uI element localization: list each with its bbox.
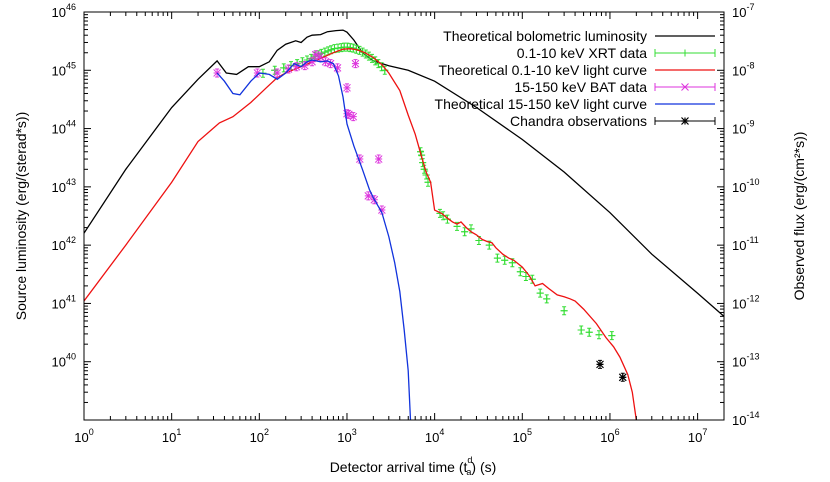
y2-tick-label: 10-7 [732, 2, 754, 20]
x-tick-label: 101 [162, 427, 181, 445]
series-5 [596, 359, 627, 382]
data-marker [364, 192, 373, 200]
data-marker [374, 155, 383, 163]
data-marker [327, 46, 335, 54]
data-marker [560, 307, 568, 315]
x-axis-title: Detector arrival time (td a) (s) [330, 455, 497, 477]
x-tick-label: 103 [337, 427, 356, 445]
data-marker [308, 57, 316, 66]
data-marker [346, 44, 354, 52]
y-tick-label: 1044 [52, 119, 76, 137]
legend-label: Theoretical bolometric luminosity [443, 28, 647, 44]
data-marker [439, 212, 447, 220]
y-axis-title: Source luminosity (erg/(sterad*s)) [13, 112, 29, 321]
y2-tick-label: 10-11 [732, 235, 759, 253]
plot-frame [83, 11, 725, 421]
series-line [84, 29, 724, 317]
legend-label: Chandra observations [510, 113, 647, 129]
legend-label: 0.1-10 keV XRT data [517, 45, 647, 61]
data-marker [536, 289, 544, 297]
data-marker [333, 64, 342, 72]
x-tick-label: 106 [600, 427, 619, 445]
x-tick-label: 105 [513, 427, 532, 445]
data-marker [321, 48, 329, 56]
data-marker [324, 47, 332, 55]
legend-label: Theoretical 15-150 keV light curve [435, 96, 648, 112]
data-marker [485, 241, 493, 249]
legend-label: Theoretical 0.1-10 keV light curve [438, 62, 647, 78]
y2-tick-label: 10-8 [732, 60, 754, 78]
series-0 [84, 29, 724, 317]
data-marker [577, 326, 585, 334]
data-marker [351, 59, 360, 68]
y2-tick-label: 10-12 [732, 293, 759, 311]
data-marker [516, 268, 524, 276]
y-tick-label: 1042 [52, 235, 76, 253]
data-marker [300, 61, 309, 70]
y-tick-label: 1045 [52, 60, 76, 78]
data-marker [585, 328, 593, 336]
legend: Theoretical bolometric luminosity0.1-10 … [435, 28, 716, 129]
data-marker [475, 237, 483, 245]
data-marker [618, 373, 627, 382]
data-marker [461, 228, 469, 236]
series-layer [84, 29, 724, 420]
legend-label: 15-150 keV BAT data [514, 79, 647, 95]
y-tick-label: 1041 [52, 293, 76, 311]
data-marker [681, 49, 689, 57]
x-tick-label: 102 [250, 427, 269, 445]
data-marker [443, 215, 451, 223]
y-tick-label: 1046 [52, 2, 76, 20]
x-tick-label: 104 [425, 427, 444, 445]
data-marker [681, 83, 689, 91]
x-tick-label: 100 [74, 427, 93, 445]
data-marker [522, 272, 530, 280]
y2-tick-label: 10-9 [732, 119, 754, 137]
y-tick-label: 1040 [52, 352, 76, 370]
y2-axis-title: Observed flux (erg/(cm²*s)) [791, 132, 807, 301]
data-marker [595, 331, 603, 339]
data-marker [280, 64, 288, 72]
series-line [216, 59, 412, 420]
data-marker [343, 83, 351, 92]
tick-layer: 100 101 102 103 104 105 106 107 1040 1041 1042 1043… [52, 2, 760, 445]
data-marker [596, 360, 604, 369]
data-marker [273, 69, 282, 77]
data-marker [543, 295, 551, 303]
y-tick-label: 1043 [52, 177, 76, 195]
data-marker [253, 69, 262, 77]
x-tick-label: 107 [688, 427, 707, 445]
data-marker [315, 53, 324, 61]
data-marker [681, 117, 689, 125]
data-marker [501, 256, 509, 264]
data-marker [493, 254, 501, 262]
y2-tick-label: 10-13 [732, 352, 759, 370]
data-marker [330, 45, 338, 53]
data-marker [349, 112, 358, 121]
series-4 [216, 59, 412, 420]
data-marker [608, 332, 616, 340]
y2-tick-label: 10-14 [732, 410, 759, 428]
y2-tick-label: 10-10 [732, 177, 759, 195]
